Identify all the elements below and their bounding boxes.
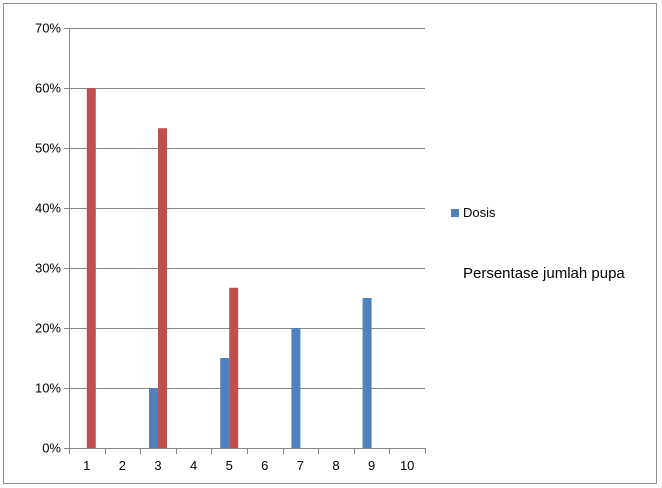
- bar-series2-cat3: [158, 128, 167, 448]
- x-tick-label: 7: [297, 458, 304, 473]
- bar-series1-cat5: [220, 358, 230, 448]
- x-tick-label: 3: [154, 458, 161, 473]
- x-tick-label: 6: [261, 458, 268, 473]
- y-tick-label: 20%: [35, 321, 61, 336]
- bar-series1-cat7: [291, 328, 301, 448]
- bar-series1-cat3: [149, 388, 158, 448]
- bar-series2-cat5: [229, 287, 239, 448]
- y-tick-label: 50%: [35, 141, 61, 156]
- bar-series2-cat1: [86, 88, 96, 448]
- chart-note: Persentase jumlah pupa: [463, 265, 625, 282]
- x-tick-label: 10: [400, 458, 414, 473]
- x-tick-label: 5: [226, 458, 233, 473]
- legend-swatch-dosis: [451, 208, 459, 217]
- chart-frame: [3, 3, 657, 484]
- y-tick-label: 40%: [35, 201, 61, 216]
- x-axis-tick-labels: 1 2 3 4 5 6 7 8 9 10: [83, 458, 414, 473]
- y-tick-label: 0%: [42, 441, 61, 456]
- x-tick-label: 8: [332, 458, 339, 473]
- x-tick-label: 1: [83, 458, 90, 473]
- y-tick-label: 30%: [35, 261, 61, 276]
- x-tick-label: 2: [119, 458, 126, 473]
- y-axis-tick-labels: 0% 10% 20% 30% 40% 50% 60% 70%: [35, 21, 61, 456]
- y-tick-label: 60%: [35, 81, 61, 96]
- bars: [86, 88, 372, 448]
- y-tick-label: 70%: [35, 21, 61, 36]
- legend: Dosis: [451, 205, 496, 220]
- legend-label-dosis: Dosis: [463, 205, 496, 220]
- x-tick-label: 9: [368, 458, 375, 473]
- axes: [64, 28, 426, 454]
- bar-series1-cat9: [362, 298, 372, 448]
- y-tick-label: 10%: [35, 381, 61, 396]
- x-tick-label: 4: [190, 458, 197, 473]
